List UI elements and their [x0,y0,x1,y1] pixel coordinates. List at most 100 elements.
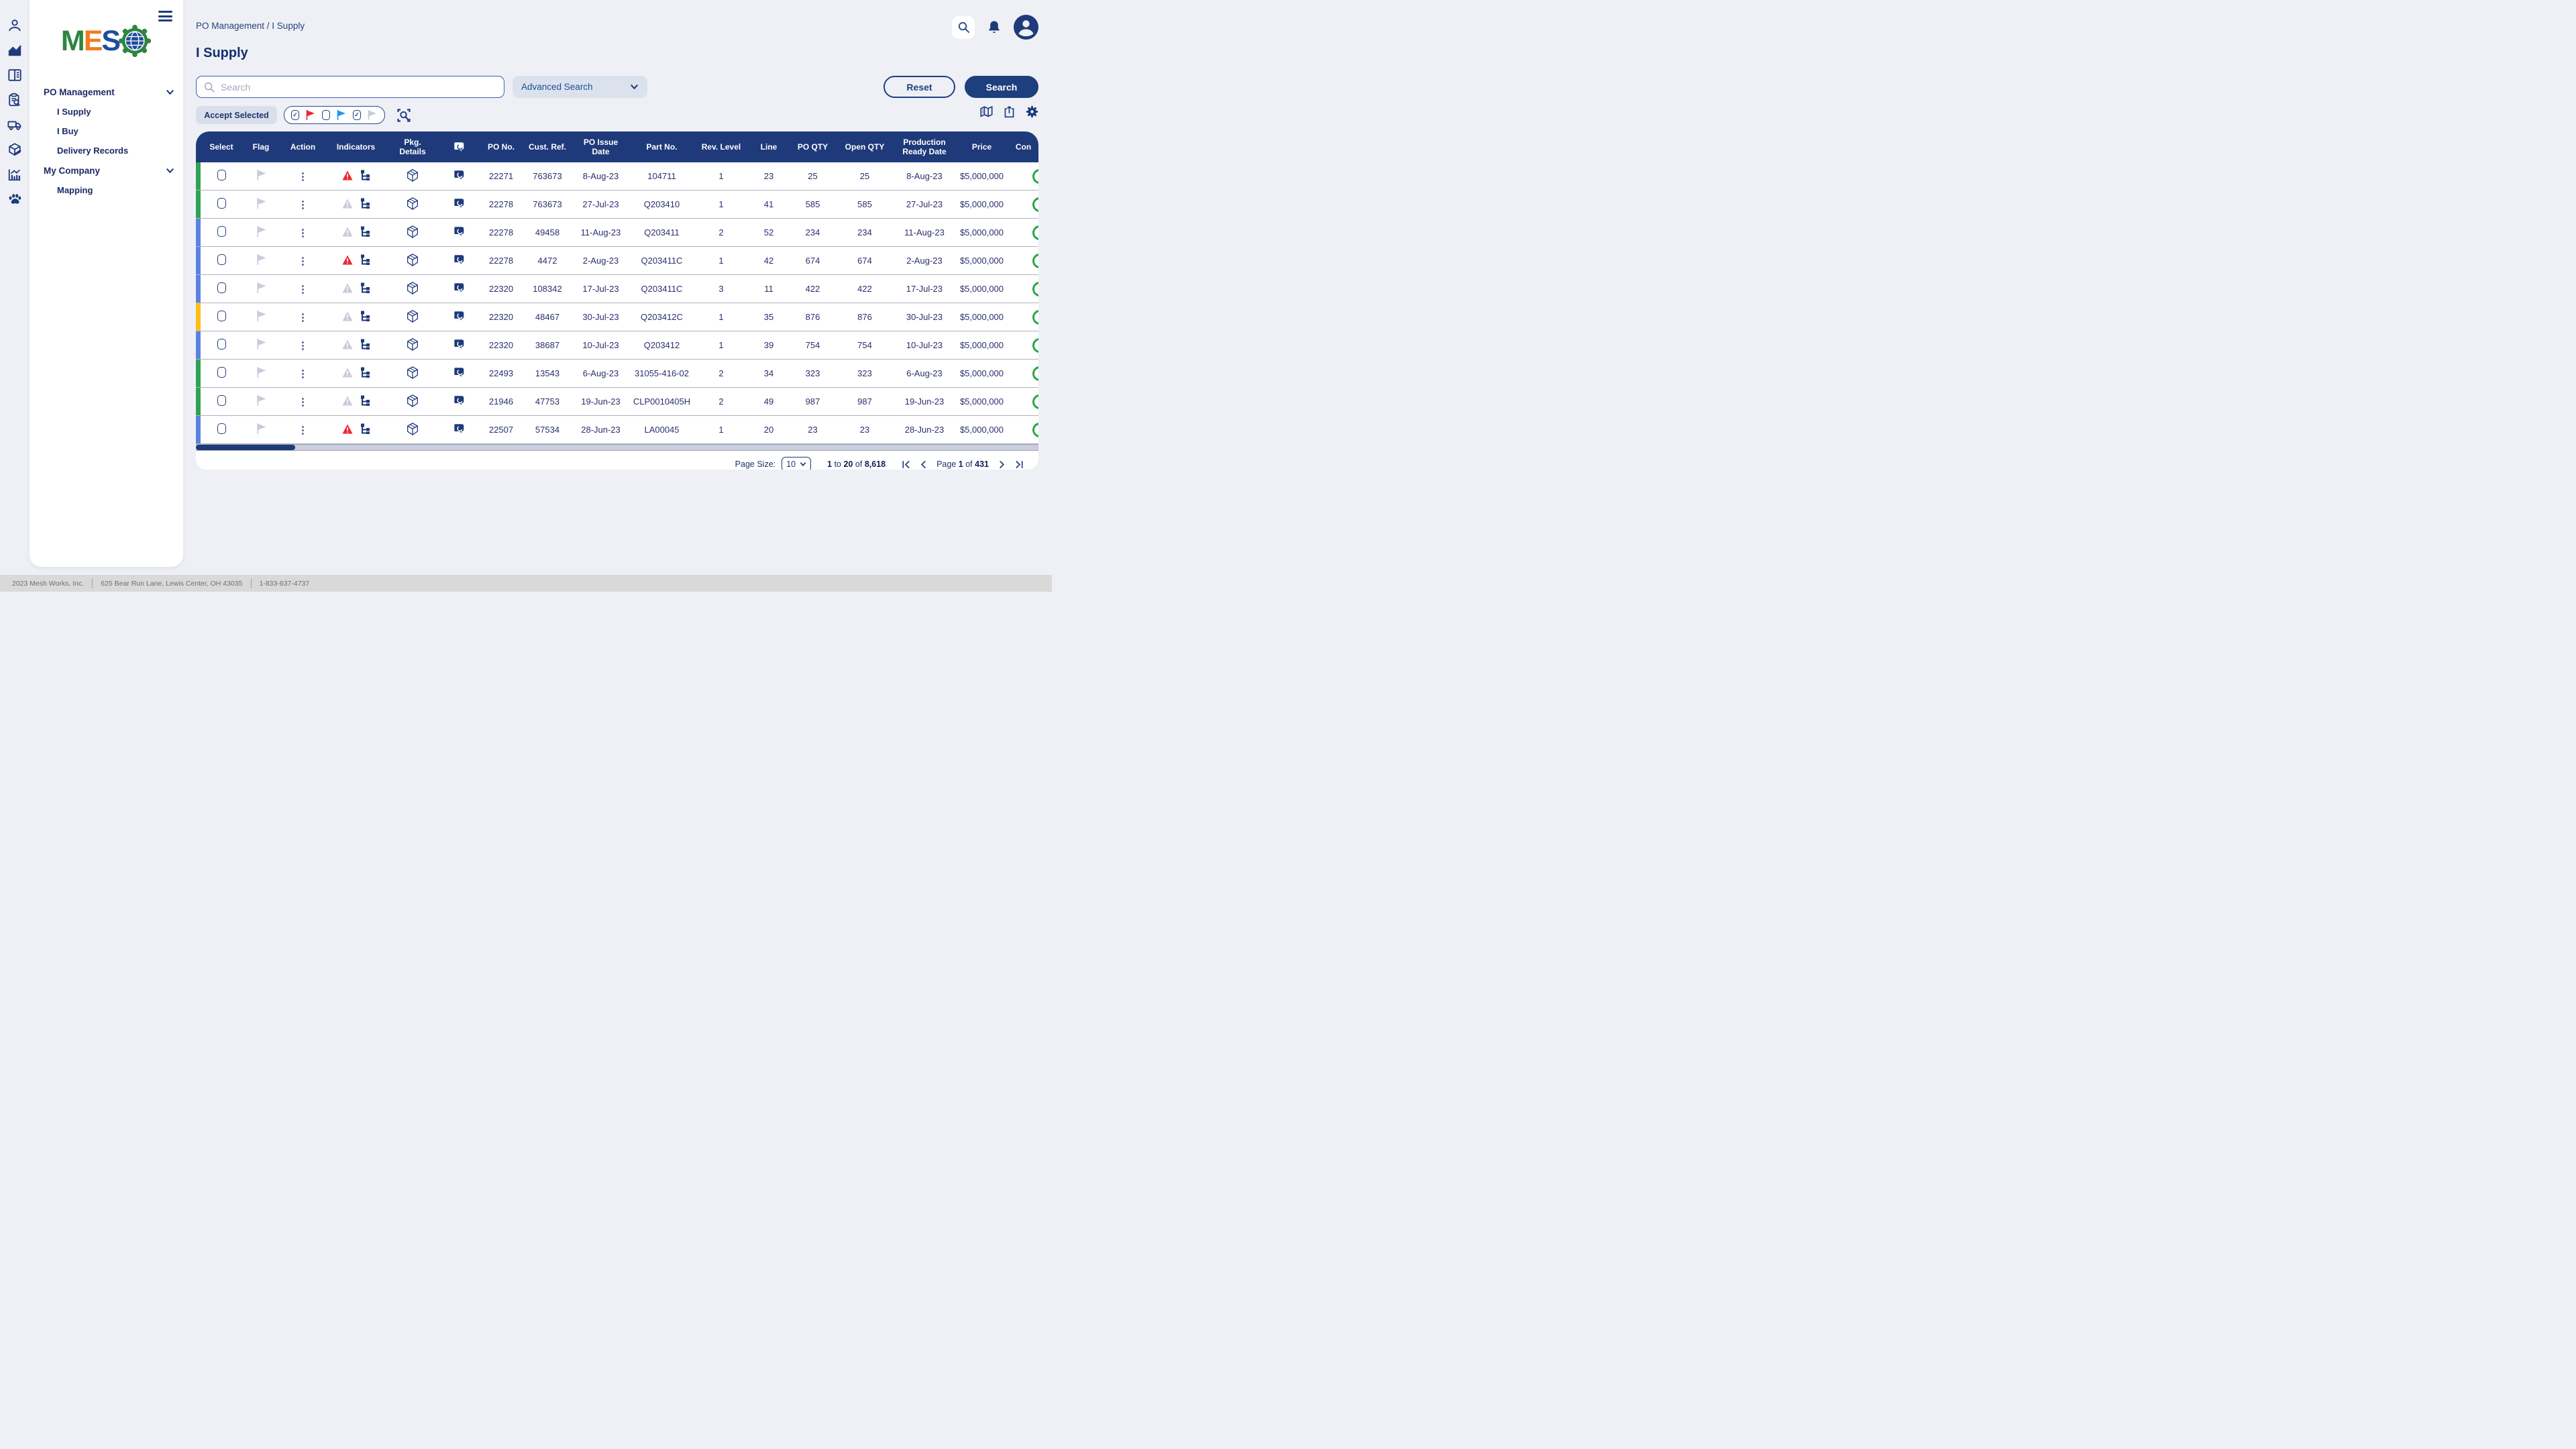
flag-icon[interactable] [256,394,267,407]
advanced-search-select[interactable]: Advanced Search [513,76,647,98]
paw-icon[interactable] [7,192,22,207]
red-flag-icon[interactable] [305,109,316,121]
chat-icon[interactable] [453,338,466,350]
package-details-icon[interactable] [407,197,419,210]
breadcrumb[interactable]: PO Management / I Supply [196,21,305,31]
row-checkbox[interactable] [217,254,226,265]
header-price[interactable]: Price [955,131,1008,162]
flag-icon[interactable] [256,366,267,378]
map-icon[interactable] [980,105,993,118]
global-search-button[interactable] [952,16,975,39]
chat-icon[interactable] [453,394,466,407]
package-details-icon[interactable] [407,423,419,435]
row-actions-menu-icon[interactable]: ⋮ [298,284,308,295]
chat-icon[interactable] [453,254,466,266]
package-details-icon[interactable] [407,282,419,294]
package-details-icon[interactable] [407,254,419,266]
export-icon[interactable] [1003,105,1016,118]
menu-toggle-icon[interactable] [158,11,172,24]
ledger-icon[interactable] [7,68,22,83]
previous-page-icon[interactable] [919,460,928,469]
chat-icon[interactable] [453,282,466,294]
header-con-clipped[interactable]: Con [1008,131,1038,162]
package-details-icon[interactable] [407,169,419,182]
focus-search-icon[interactable] [397,109,411,122]
row-checkbox[interactable] [217,282,226,293]
header-part-no[interactable]: Part No. [629,131,694,162]
row-actions-menu-icon[interactable]: ⋮ [298,256,308,267]
row-actions-menu-icon[interactable]: ⋮ [298,425,308,436]
row-checkbox[interactable] [217,367,226,378]
horizontal-scrollbar[interactable] [196,444,1038,451]
row-checkbox[interactable] [217,395,226,406]
row-actions-menu-icon[interactable]: ⋮ [298,368,308,380]
header-indicators[interactable]: Indicators [326,131,386,162]
sidebar-group-my-company[interactable]: My Company [44,160,183,180]
header-select[interactable]: Select [201,131,242,162]
sidebar-item-i-supply[interactable]: I Supply [44,102,183,121]
row-checkbox[interactable] [217,226,226,237]
sidebar-item-mapping[interactable]: Mapping [44,180,183,200]
chat-icon[interactable] [453,366,466,378]
header-cust-ref[interactable]: Cust. Ref. [523,131,572,162]
row-checkbox[interactable] [217,311,226,321]
notifications-icon[interactable] [986,19,1002,36]
row-checkbox[interactable] [217,339,226,350]
chat-icon[interactable] [453,169,466,181]
package-details-icon[interactable] [407,366,419,379]
search-button[interactable]: Search [965,76,1038,98]
first-page-icon[interactable] [902,460,910,469]
clipboard-search-icon[interactable] [7,93,22,107]
sidebar-item-delivery-records[interactable]: Delivery Records [44,141,183,160]
header-chat[interactable] [439,131,480,162]
chat-icon[interactable] [453,423,466,435]
header-open-qty[interactable]: Open QTY [836,131,894,162]
sidebar-item-i-buy[interactable]: I Buy [44,121,183,141]
row-actions-menu-icon[interactable]: ⋮ [298,199,308,211]
header-line[interactable]: Line [748,131,790,162]
header-pkg-details[interactable]: Pkg. Details [386,131,439,162]
header-production-ready-date[interactable]: Production Ready Date [894,131,955,162]
settings-gear-icon[interactable] [1026,105,1038,118]
row-actions-menu-icon[interactable]: ⋮ [298,171,308,182]
header-flag[interactable]: Flag [242,131,280,162]
reset-button[interactable]: Reset [883,76,955,98]
chat-icon[interactable] [453,225,466,237]
unchecked-checkbox-icon[interactable] [322,110,330,120]
last-page-icon[interactable] [1015,460,1024,469]
header-po-issue-date[interactable]: PO Issue Date [572,131,629,162]
chat-icon[interactable] [453,310,466,322]
package-details-icon[interactable] [407,310,419,323]
flag-icon[interactable] [256,423,267,435]
row-checkbox[interactable] [217,423,226,434]
sidebar-group-po-management[interactable]: PO Management [44,82,183,102]
row-actions-menu-icon[interactable]: ⋮ [298,312,308,323]
user-avatar[interactable] [1014,15,1038,40]
flag-icon[interactable] [256,197,267,209]
header-action[interactable]: Action [280,131,326,162]
flag-icon[interactable] [256,254,267,266]
flag-icon[interactable] [256,338,267,350]
search-input[interactable] [221,82,497,93]
row-actions-menu-icon[interactable]: ⋮ [298,340,308,352]
gray-flag-icon[interactable] [367,109,378,121]
package-icon[interactable] [7,142,22,157]
header-po-qty[interactable]: PO QTY [790,131,836,162]
checked-checkbox-icon[interactable]: ✓ [291,110,299,120]
next-page-icon[interactable] [998,460,1006,469]
package-details-icon[interactable] [407,338,419,351]
bar-chart-icon[interactable] [7,167,22,182]
scrollbar-thumb[interactable] [196,445,295,450]
chat-icon[interactable] [453,197,466,209]
row-actions-menu-icon[interactable]: ⋮ [298,227,308,239]
package-details-icon[interactable] [407,394,419,407]
flag-icon[interactable] [256,169,267,181]
flag-icon[interactable] [256,225,267,237]
flag-icon[interactable] [256,310,267,322]
checked-checkbox-icon[interactable]: ✓ [353,110,361,120]
row-checkbox[interactable] [217,198,226,209]
package-details-icon[interactable] [407,225,419,238]
person-icon[interactable] [7,18,22,33]
accept-selected-button[interactable]: Accept Selected [196,106,277,124]
truck-icon[interactable] [7,117,22,132]
